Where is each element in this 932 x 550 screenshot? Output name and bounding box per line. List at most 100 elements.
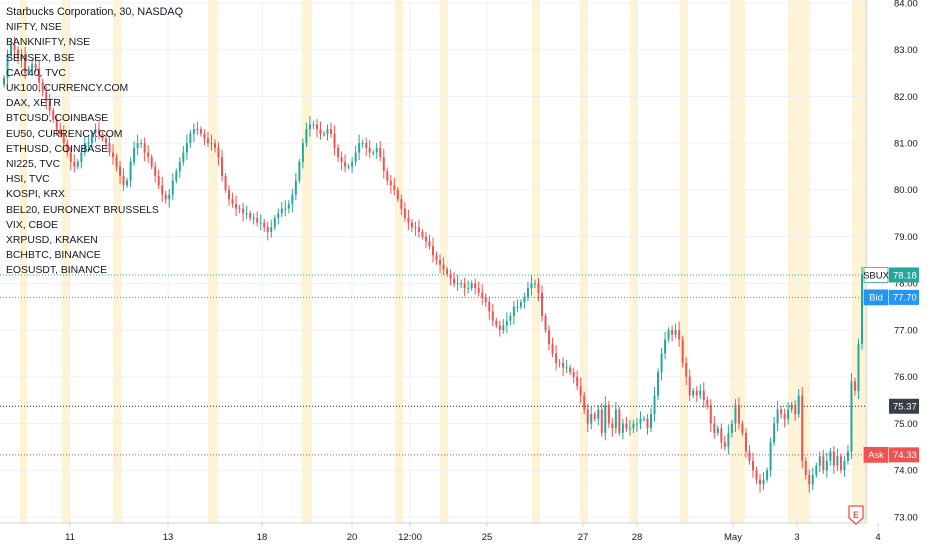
candle-body <box>17 49 20 60</box>
symbol-xrpusd[interactable]: XRPUSD, KRAKEN <box>6 235 98 247</box>
candle-body <box>344 161 347 167</box>
candle-body <box>674 330 677 335</box>
bid-tag-label: Bid <box>869 293 883 304</box>
x-tick-label: May <box>724 532 742 543</box>
candle-body <box>811 474 814 485</box>
candle-body <box>41 82 44 92</box>
candle-body <box>551 344 554 354</box>
symbol-ni225[interactable]: NI225, TVC <box>6 159 61 171</box>
time-axis[interactable]: 11 13 18 20 12:00 25 27 28 May 3 4 <box>65 523 881 543</box>
candle-body <box>716 428 719 433</box>
candle-body <box>491 311 494 321</box>
earnings-icon <box>848 505 864 525</box>
candle-body <box>407 217 410 223</box>
chart-legend: Starbucks Corporation, 30, NASDAQ NIFTY,… <box>6 5 183 279</box>
candle-body <box>175 171 178 181</box>
earnings-marker[interactable]: E <box>848 505 864 525</box>
candle-body <box>706 400 709 405</box>
candle-body <box>678 330 681 340</box>
candle-body <box>597 409 600 419</box>
price-tags: SBUX 78.18 Bid 77.70 Ask 74.33 75.37 <box>863 267 919 463</box>
main-symbol-title[interactable]: Starbucks Corporation, 30, NASDAQ <box>6 6 184 18</box>
x-tick-label: 28 <box>632 532 643 543</box>
candle-body <box>435 255 438 260</box>
x-tick-label: 13 <box>163 532 174 543</box>
candle-body <box>428 241 431 246</box>
last-price-tag-value: 78.18 <box>893 270 917 281</box>
session-band-3 <box>208 0 218 523</box>
candle-body <box>140 143 143 145</box>
candle-body <box>600 409 603 433</box>
candle-body <box>270 227 273 232</box>
candle-body <box>766 470 769 480</box>
candle-body <box>723 442 726 447</box>
symbol-btcusd[interactable]: BTCUSD, COINBASE <box>6 113 109 125</box>
candle-body <box>228 189 231 200</box>
earnings-label: E <box>853 510 859 520</box>
last-price-tag-label-box <box>863 267 889 283</box>
candle-body <box>614 409 617 429</box>
symbol-eu50[interactable]: EU50, CURRENCY.COM <box>6 128 123 140</box>
candle-body <box>326 129 329 134</box>
symbol-bchbtc[interactable]: BCHBTC, BINANCE <box>6 250 101 262</box>
symbol-vix[interactable]: VIX, CBOE <box>6 219 58 231</box>
symbol-ethusd[interactable]: ETHUSD, COINBASE <box>6 143 109 155</box>
candle-body <box>83 143 86 153</box>
candle-body <box>62 133 65 144</box>
candle-body <box>358 143 361 153</box>
candle-body <box>727 432 730 447</box>
candle-body <box>773 423 776 443</box>
candle-body <box>171 180 174 195</box>
symbol-sensex[interactable]: SENSEX, BSE <box>6 52 75 64</box>
session-band-5 <box>395 0 403 523</box>
session-band-10 <box>680 0 688 523</box>
candle-body <box>119 166 122 176</box>
symbol-banknifty[interactable]: BANKNIFTY, NSE <box>6 37 91 49</box>
symbol-eosusdt[interactable]: EOSUSDT, BINANCE <box>6 265 108 277</box>
candle-body <box>565 367 568 369</box>
candle-body <box>456 283 459 285</box>
candle-body <box>266 227 269 232</box>
candle-body <box>396 189 399 200</box>
candle-body <box>354 152 357 162</box>
symbol-bel20[interactable]: BEL20, EURONEXT BRUSSELS <box>6 204 159 216</box>
candle-body <box>168 194 171 200</box>
candle-body <box>161 185 164 195</box>
candle-body <box>280 208 283 214</box>
session-band-9 <box>630 0 638 523</box>
candle-body <box>628 428 631 430</box>
x-tick-label: 18 <box>257 532 268 543</box>
candle-body <box>657 372 660 396</box>
candle-body <box>252 217 255 219</box>
symbol-kospi[interactable]: KOSPI, KRX <box>6 189 65 201</box>
candle-body <box>832 451 835 466</box>
y-tick-label: 79.00 <box>894 232 918 243</box>
candle-body <box>730 423 733 433</box>
candle-body <box>681 339 684 363</box>
candle-body <box>664 339 667 354</box>
candle-body <box>572 372 575 377</box>
candle-body <box>249 213 252 218</box>
symbol-nifty[interactable]: NIFTY, NSE <box>6 22 62 34</box>
candle-body <box>164 194 167 200</box>
candle-body <box>808 474 811 485</box>
candle-body <box>762 479 765 485</box>
candle-body <box>512 306 515 317</box>
candle-body <box>646 418 649 429</box>
symbol-dax[interactable]: DAX, XETR <box>6 98 61 110</box>
candle-body <box>308 124 311 130</box>
symbol-cac40[interactable]: CAC40, TVC <box>6 67 66 79</box>
symbol-hsi[interactable]: HSI, TVC <box>6 174 50 186</box>
candle-body <box>850 381 853 452</box>
candle-body <box>804 460 807 475</box>
symbol-uk100[interactable]: UK100, CURRENCY.COM <box>6 83 129 95</box>
candle-body <box>505 320 508 326</box>
x-tick-label: 20 <box>347 532 358 543</box>
candle-body <box>94 129 97 134</box>
candle-body <box>347 166 350 168</box>
candle-body <box>38 68 41 83</box>
candle-body <box>178 161 181 172</box>
bid-tag-value: 77.70 <box>893 293 917 304</box>
price-axis[interactable]: 84.00 83.00 82.00 81.00 80.00 79.00 78.00 77.00… <box>894 0 918 523</box>
